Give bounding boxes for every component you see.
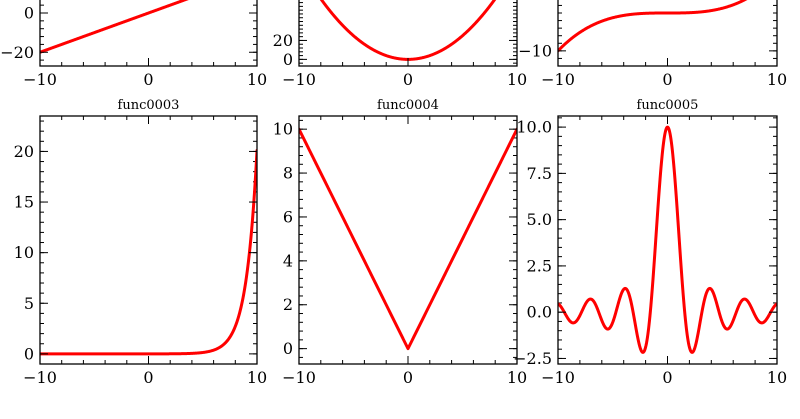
axes-frame — [298, 115, 518, 365]
series-line — [40, 149, 257, 356]
x-tick-label: −10 — [541, 368, 575, 387]
x-tick-label: 10 — [247, 368, 267, 387]
x-tick-label: −10 — [23, 368, 57, 387]
x-tick-label: −10 — [282, 368, 316, 387]
subplot-title: func0004 — [377, 98, 439, 113]
y-tick-label: 2 — [283, 295, 293, 314]
y-tick-label: −10 — [518, 41, 552, 60]
x-tick-label: 10 — [507, 70, 527, 89]
x-tick-label: −10 — [541, 70, 575, 89]
subplot-func0003: −10 0 10 0 5 10 15 20 func0003 — [14, 98, 268, 387]
axes-frame — [557, 0, 778, 67]
y-tick-label: 0 — [24, 344, 34, 363]
series-line — [558, 125, 777, 354]
y-tick-label: 2.5 — [527, 256, 552, 275]
x-tick-label: 10 — [767, 368, 787, 387]
y-tick-label: 0 — [24, 4, 34, 23]
y-tick-label: 0.0 — [527, 303, 552, 322]
x-tick-label: 0 — [662, 368, 672, 387]
y-tick-label: 10.0 — [516, 118, 552, 137]
y-tick-label: 6 — [283, 207, 293, 226]
x-tick-label: 10 — [247, 70, 267, 89]
x-tick-label: 0 — [403, 70, 413, 89]
y-tick-label: −20 — [0, 43, 34, 62]
axes-frame — [39, 0, 258, 67]
y-tick-label: 20 — [14, 142, 34, 161]
series-line — [319, 0, 497, 61]
subplot-func0004: −10 0 10 0 2 4 6 8 10 func0004 — [273, 98, 528, 387]
y-tick-label: 10 — [14, 243, 34, 262]
y-tick-label: 8 — [283, 164, 293, 183]
y-tick-label: 10 — [273, 120, 293, 139]
axes-frame — [39, 115, 258, 365]
series-line — [299, 127, 517, 351]
y-tick-label: 15 — [14, 193, 34, 212]
series-line — [558, 0, 748, 53]
x-tick-label: −10 — [23, 70, 57, 89]
y-tick-label: 0 — [283, 50, 293, 69]
x-tick-label: 10 — [767, 70, 787, 89]
subplot-title: func0003 — [118, 98, 180, 113]
x-tick-label: 0 — [143, 368, 153, 387]
subplot-func0005: −10 0 10 −2.5 0.0 2.5 5.0 7.5 10.0 func0005 — [513, 98, 787, 387]
subplot-2: −10 0 10 −10 — [518, 0, 787, 89]
series-line — [40, 0, 189, 54]
x-tick-label: −10 — [282, 70, 316, 89]
y-tick-label: −2.5 — [513, 349, 552, 368]
subplot-title: func0005 — [637, 98, 699, 113]
axes-frame — [557, 115, 778, 365]
y-tick-label: 5 — [24, 294, 34, 313]
x-tick-label: 0 — [662, 70, 672, 89]
y-tick-label: 0 — [283, 339, 293, 358]
axes-frame — [298, 0, 518, 67]
y-tick-label: 4 — [283, 251, 293, 270]
y-tick-label: 5.0 — [527, 210, 552, 229]
x-tick-label: 0 — [143, 70, 153, 89]
x-tick-label: 10 — [507, 368, 527, 387]
y-tick-label: 7.5 — [527, 164, 552, 183]
y-tick-label: 20 — [273, 31, 293, 50]
x-tick-label: 0 — [403, 368, 413, 387]
